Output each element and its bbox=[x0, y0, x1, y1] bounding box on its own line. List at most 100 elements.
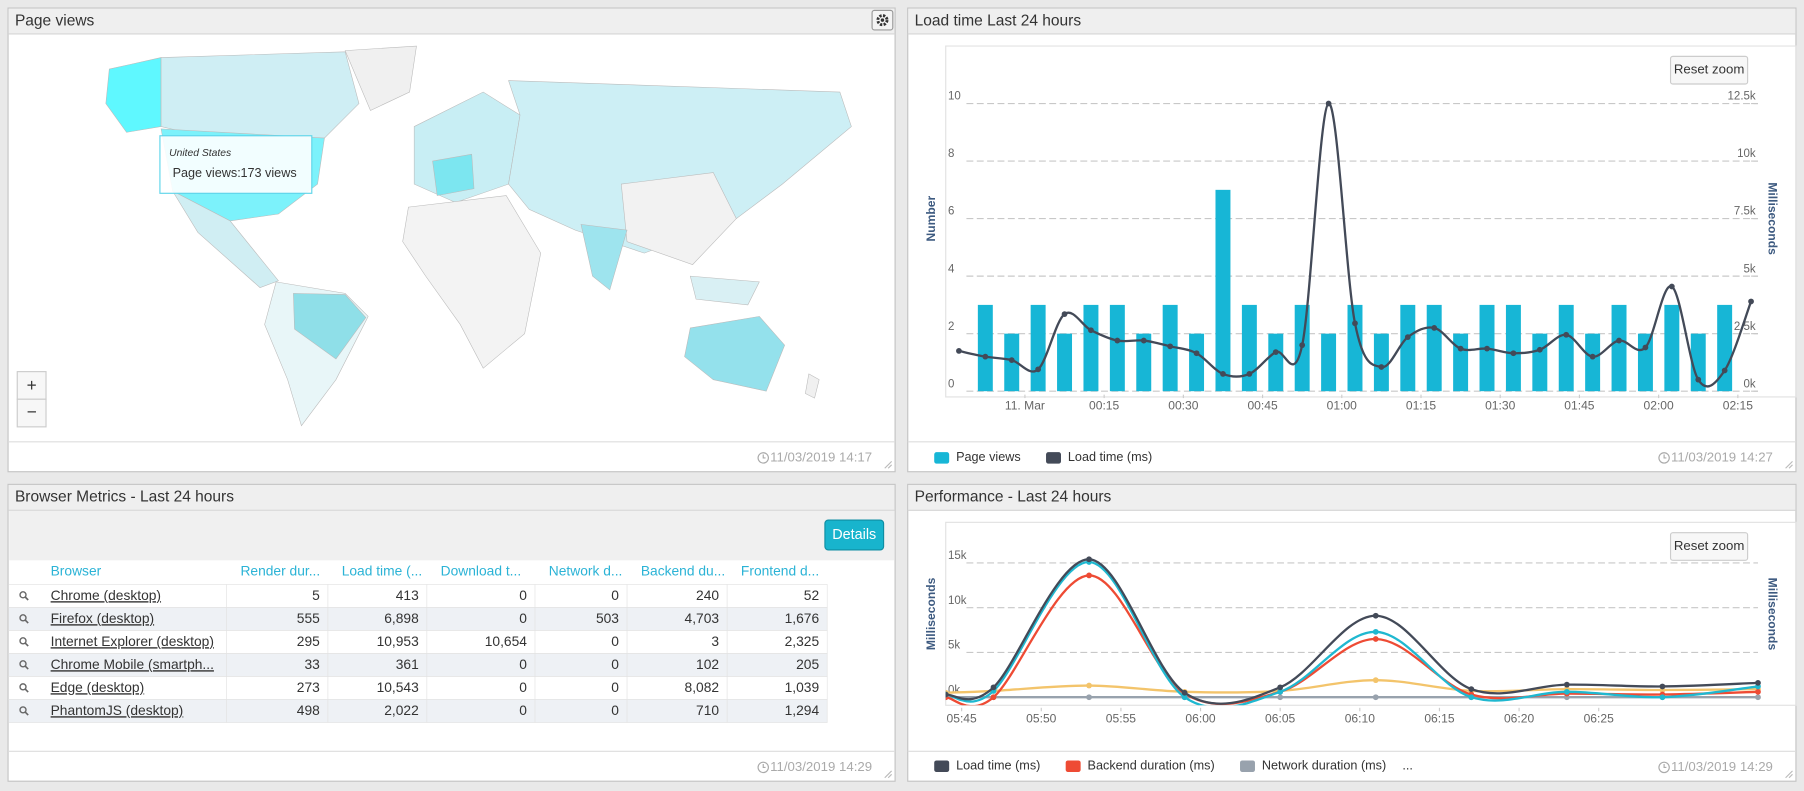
table-cell: 295 bbox=[297, 634, 320, 649]
row-detail-icon[interactable] bbox=[19, 614, 27, 622]
y-tick-label: 8 bbox=[948, 148, 954, 160]
point bbox=[1642, 344, 1649, 351]
table-cell: 0 bbox=[519, 657, 527, 672]
zoom-out[interactable]: − bbox=[16, 398, 47, 428]
browser-link[interactable]: Chrome Mobile (smartph... bbox=[51, 657, 214, 672]
browser-link[interactable]: Edge (desktop) bbox=[51, 680, 145, 695]
table-cell: 498 bbox=[297, 703, 320, 718]
reset-zoom-button[interactable] bbox=[1669, 55, 1749, 85]
panel-title: Page views bbox=[15, 12, 95, 29]
series-line bbox=[945, 558, 1759, 705]
table-cell: 2,325 bbox=[785, 634, 820, 649]
clock-hand bbox=[762, 454, 766, 459]
table-cell: 1,676 bbox=[785, 611, 820, 626]
panel-updated: 11/03/2019 14:29 bbox=[1671, 759, 1773, 774]
resize-grip bbox=[1785, 770, 1793, 779]
browser-link[interactable]: Chrome (desktop) bbox=[51, 588, 161, 603]
legend-label[interactable]: Network duration (ms) bbox=[1262, 759, 1386, 773]
x-tick-label: 06:05 bbox=[1265, 711, 1296, 725]
row-detail-icon-handle bbox=[24, 711, 29, 716]
row-detail-icon[interactable] bbox=[19, 706, 27, 714]
point bbox=[1086, 694, 1092, 701]
table-cell: 10,654 bbox=[485, 634, 528, 649]
row-detail-icon[interactable] bbox=[19, 591, 27, 599]
x-tick-label: 06:10 bbox=[1345, 711, 1376, 725]
reset-zoom-label: Reset zoom bbox=[1674, 62, 1745, 77]
country bbox=[580, 224, 628, 291]
x-tick-label: 01:30 bbox=[1485, 398, 1516, 412]
point bbox=[1277, 694, 1284, 701]
row-detail-icon[interactable] bbox=[19, 660, 27, 668]
country bbox=[344, 45, 417, 111]
bar bbox=[1426, 304, 1442, 392]
point bbox=[1755, 688, 1761, 695]
table-cell: 555 bbox=[297, 611, 320, 626]
zoom-out-label: − bbox=[27, 402, 37, 422]
reset-zoom-label: Reset zoom bbox=[1674, 538, 1745, 553]
x-tick-label: 06:25 bbox=[1584, 711, 1615, 725]
country bbox=[105, 57, 162, 133]
table-cell: 0 bbox=[611, 657, 619, 672]
legend-more[interactable]: ... bbox=[1402, 759, 1413, 773]
table-cell: 0 bbox=[611, 634, 619, 649]
resize-grip bbox=[1785, 460, 1793, 469]
legend-swatch bbox=[934, 760, 950, 773]
x-tick-label: 06:00 bbox=[1185, 711, 1216, 725]
row-detail-icon[interactable] bbox=[19, 637, 27, 645]
legend-label[interactable]: Load time (ms) bbox=[1068, 450, 1152, 464]
browser-link[interactable]: Internet Explorer (desktop) bbox=[51, 634, 214, 649]
country bbox=[160, 51, 360, 143]
y2-axis-title: Milliseconds bbox=[1766, 182, 1780, 255]
point bbox=[1755, 694, 1761, 701]
point bbox=[1510, 350, 1517, 357]
point bbox=[1536, 346, 1543, 353]
map-tooltip: United States Page views: 173 views bbox=[159, 135, 313, 194]
bar bbox=[1717, 304, 1733, 392]
bar bbox=[1057, 333, 1073, 392]
y-tick-label: 4 bbox=[948, 263, 955, 275]
table-cell: 503 bbox=[596, 611, 619, 626]
table-cell: 0 bbox=[519, 611, 527, 626]
y2-tick-label: 7.5k bbox=[1734, 206, 1756, 218]
legend-label[interactable]: Load time (ms) bbox=[956, 759, 1040, 773]
table-cell: 413 bbox=[396, 588, 419, 603]
zoom-in-button[interactable] bbox=[16, 371, 47, 400]
bar bbox=[1268, 333, 1284, 392]
bar bbox=[1321, 333, 1337, 392]
table-cell: 102 bbox=[696, 657, 719, 672]
table-cell: 1,294 bbox=[785, 703, 820, 718]
point bbox=[1114, 337, 1121, 344]
y-tick-label: 5k bbox=[948, 640, 960, 652]
bar bbox=[1400, 304, 1416, 392]
bar bbox=[1373, 333, 1389, 392]
x-tick-label: 06:20 bbox=[1504, 711, 1535, 725]
chart: 0 2 4 6 8 10 0k 2.5k 5k 7.5k 10k 12.5k 11. Mar 00:15 0… bbox=[924, 45, 1797, 464]
browser-link[interactable]: PhantomJS (desktop) bbox=[51, 703, 184, 718]
x-tick-label: 01:00 bbox=[1327, 398, 1358, 412]
point bbox=[990, 694, 997, 701]
tooltip-value: 173 views bbox=[240, 166, 296, 180]
browser-link[interactable]: Firefox (desktop) bbox=[51, 611, 155, 626]
bar bbox=[1136, 333, 1152, 392]
table-cell: 8,082 bbox=[685, 680, 720, 695]
point bbox=[1193, 350, 1200, 357]
zoom-out-button[interactable] bbox=[16, 398, 47, 428]
table-cell: 240 bbox=[696, 588, 719, 603]
point bbox=[1563, 681, 1570, 688]
legend-label[interactable]: Page views bbox=[956, 450, 1021, 464]
country bbox=[432, 153, 475, 196]
y-axis-title: Number bbox=[924, 195, 938, 241]
legend-label[interactable]: Backend duration (ms) bbox=[1088, 759, 1215, 773]
row-detail-icon-handle bbox=[24, 619, 29, 624]
reset-zoom-button[interactable] bbox=[1669, 532, 1749, 561]
details-button[interactable] bbox=[824, 519, 885, 551]
point bbox=[1484, 345, 1490, 352]
resize-grip bbox=[884, 460, 893, 469]
bar bbox=[1215, 189, 1231, 392]
table-cell: 6,898 bbox=[384, 611, 419, 626]
zoom-in[interactable]: + bbox=[16, 371, 47, 400]
panel bbox=[907, 7, 1797, 473]
row-detail-icon[interactable] bbox=[19, 683, 27, 691]
